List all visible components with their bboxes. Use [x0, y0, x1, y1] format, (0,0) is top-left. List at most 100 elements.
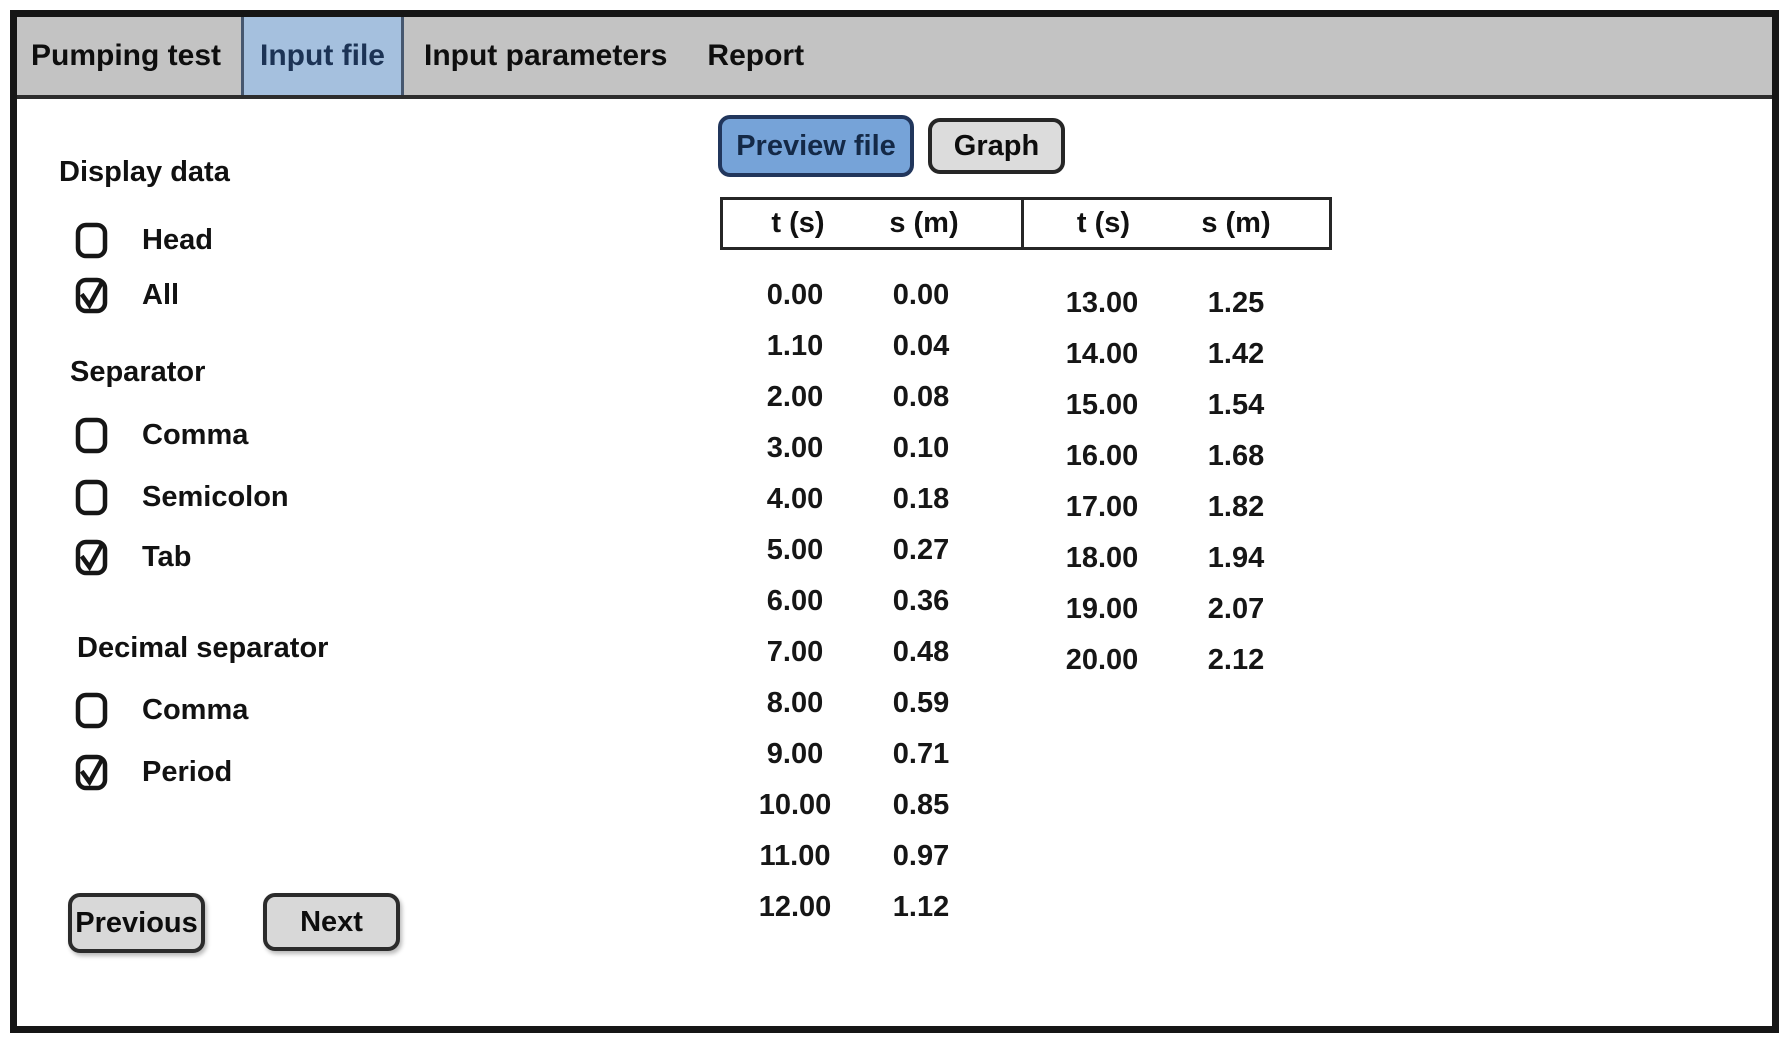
table-header-right: t (s) s (m) — [1024, 200, 1329, 247]
table-row: 2.00 0.08 — [725, 372, 977, 423]
t-value-cell: 12.00 — [758, 891, 832, 923]
next-button[interactable]: Next — [263, 893, 400, 951]
s-value-cell: 0.27 — [892, 534, 950, 566]
checkbox-label: Comma — [142, 418, 249, 451]
checkbox-label: Comma — [142, 693, 249, 726]
s-value-cell: 0.71 — [892, 738, 950, 770]
t-value-cell: 5.00 — [766, 534, 824, 566]
t-value-cell: 10.00 — [758, 789, 832, 821]
display-data-heading: Display data — [59, 156, 230, 188]
s-value-cell: 0.97 — [892, 840, 950, 872]
data-column-left: 0.00 0.00 1.10 0.04 2.00 0.08 3.00 0.10 … — [725, 270, 977, 933]
checkbox-row-tab[interactable]: Tab — [75, 537, 191, 577]
t-value-cell: 2.00 — [766, 381, 824, 413]
table-row: 16.00 1.68 — [1024, 431, 1292, 482]
graph-button[interactable]: Graph — [928, 118, 1065, 174]
checkbox-unchecked-icon[interactable] — [75, 692, 108, 729]
table-row: 7.00 0.48 — [725, 627, 977, 678]
s-value-cell: 2.12 — [1207, 644, 1265, 676]
checkbox-unchecked-icon[interactable] — [75, 417, 108, 454]
checkbox-label: Period — [142, 755, 233, 788]
checkmark-icon — [79, 543, 104, 571]
s-value-cell: 1.54 — [1207, 389, 1265, 421]
table-row: 19.00 2.07 — [1024, 584, 1292, 635]
table-row: 10.00 0.85 — [725, 780, 977, 831]
checkbox-row-head[interactable]: Head — [75, 220, 213, 260]
table-row: 15.00 1.54 — [1024, 380, 1292, 431]
checkbox-unchecked-icon[interactable] — [75, 479, 108, 516]
checkbox-row-all[interactable]: All — [75, 275, 179, 315]
tab-input-parameters[interactable]: Input parameters — [424, 39, 668, 72]
column-header-s: s (m) — [1201, 207, 1271, 239]
checkbox-checked-icon[interactable] — [75, 754, 108, 791]
checkbox-label: Head — [142, 223, 213, 256]
tab-pumping-test[interactable]: Pumping test — [31, 39, 222, 72]
s-value-cell: 0.00 — [892, 279, 950, 311]
t-value-cell: 4.00 — [766, 483, 824, 515]
s-value-cell: 0.10 — [892, 432, 950, 464]
s-value-cell: 0.18 — [892, 483, 950, 515]
checkbox-row-separator-comma[interactable]: Comma — [75, 415, 248, 455]
s-value-cell: 0.36 — [892, 585, 950, 617]
table-row: 5.00 0.27 — [725, 525, 977, 576]
checkmark-icon — [79, 281, 104, 309]
table-row: 8.00 0.59 — [725, 678, 977, 729]
tab-bar: Pumping test Input file Input parameters… — [17, 17, 1772, 99]
s-value-cell: 0.04 — [892, 330, 950, 362]
table-row: 0.00 0.00 — [725, 270, 977, 321]
t-value-cell: 14.00 — [1065, 338, 1139, 370]
t-value-cell: 7.00 — [766, 636, 824, 668]
s-value-cell: 1.12 — [892, 891, 950, 923]
checkbox-row-semicolon[interactable]: Semicolon — [75, 477, 289, 517]
separator-heading: Separator — [70, 356, 206, 388]
checkmark-icon — [79, 758, 104, 786]
table-row: 20.00 2.12 — [1024, 635, 1292, 686]
s-value-cell: 0.85 — [892, 789, 950, 821]
t-value-cell: 16.00 — [1065, 440, 1139, 472]
t-value-cell: 6.00 — [766, 585, 824, 617]
s-value-cell: 1.82 — [1207, 491, 1265, 523]
tab-report[interactable]: Report — [707, 39, 805, 72]
t-value-cell: 20.00 — [1065, 644, 1139, 676]
checkbox-checked-icon[interactable] — [75, 539, 108, 576]
t-value-cell: 3.00 — [766, 432, 824, 464]
t-value-cell: 17.00 — [1065, 491, 1139, 523]
s-value-cell: 0.48 — [892, 636, 950, 668]
table-row: 1.10 0.04 — [725, 321, 977, 372]
table-row: 12.00 1.12 — [725, 882, 977, 933]
checkbox-unchecked-icon[interactable] — [75, 222, 108, 259]
checkbox-label: All — [142, 278, 180, 311]
checkbox-label: Semicolon — [142, 480, 289, 513]
t-value-cell: 13.00 — [1065, 287, 1139, 319]
table-row: 17.00 1.82 — [1024, 482, 1292, 533]
decimal-separator-heading: Decimal separator — [77, 632, 329, 664]
checkbox-row-decimal-comma[interactable]: Comma — [75, 690, 248, 730]
column-header-t: t (s) — [771, 207, 825, 239]
checkbox-row-period[interactable]: Period — [75, 752, 232, 792]
table-row: 6.00 0.36 — [725, 576, 977, 627]
column-header-s: s (m) — [889, 207, 959, 239]
t-value-cell: 9.00 — [766, 738, 824, 770]
t-value-cell: 1.10 — [766, 330, 824, 362]
table-row: 4.00 0.18 — [725, 474, 977, 525]
table-row: 11.00 0.97 — [725, 831, 977, 882]
data-column-right: 13.00 1.25 14.00 1.42 15.00 1.54 16.00 1… — [1024, 278, 1292, 686]
preview-file-button[interactable]: Preview file — [718, 115, 914, 177]
t-value-cell: 11.00 — [759, 840, 831, 872]
s-value-cell: 0.08 — [892, 381, 950, 413]
checkbox-checked-icon[interactable] — [75, 277, 108, 314]
t-value-cell: 0.00 — [766, 279, 824, 311]
checkbox-label: Tab — [142, 540, 192, 573]
t-value-cell: 19.00 — [1065, 593, 1139, 625]
s-value-cell: 1.25 — [1207, 287, 1265, 319]
s-value-cell: 1.42 — [1207, 338, 1265, 370]
table-row: 14.00 1.42 — [1024, 329, 1292, 380]
table-header: t (s) s (m) t (s) s (m) — [720, 197, 1332, 250]
previous-button[interactable]: Previous — [68, 893, 205, 953]
tab-input-file[interactable]: Input file — [241, 17, 404, 95]
table-row: 18.00 1.94 — [1024, 533, 1292, 584]
s-value-cell: 2.07 — [1207, 593, 1265, 625]
s-value-cell: 1.94 — [1207, 542, 1265, 574]
app-window: Pumping test Input file Input parameters… — [10, 10, 1779, 1033]
